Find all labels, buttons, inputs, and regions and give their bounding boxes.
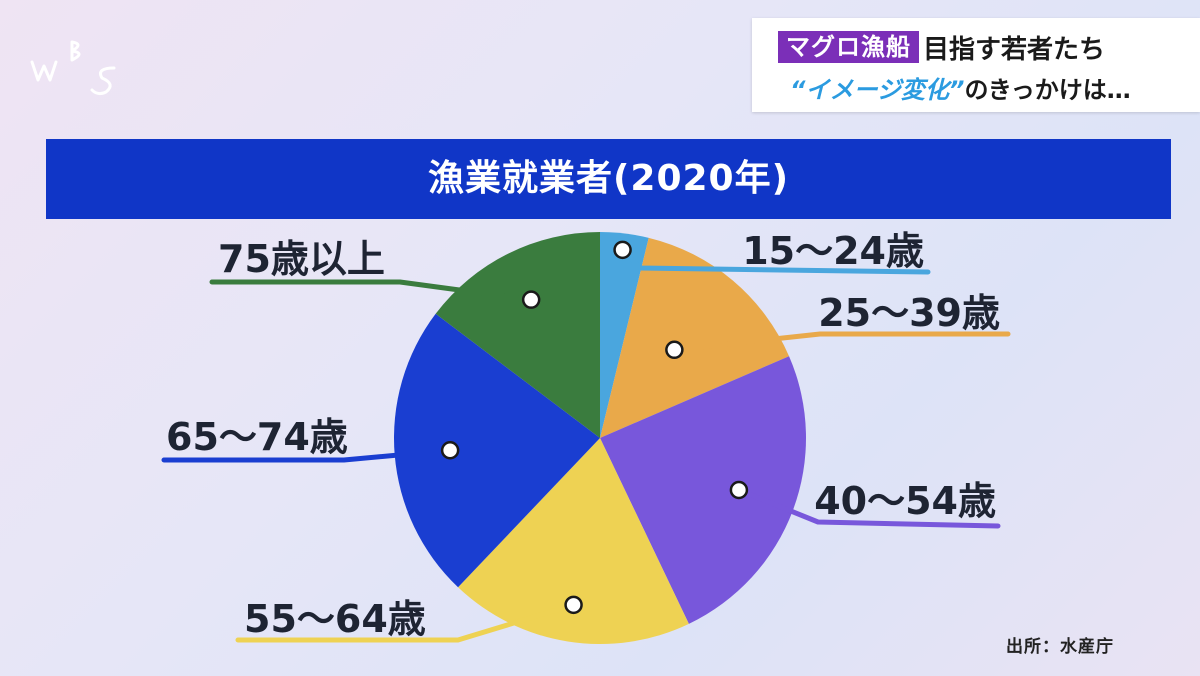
slice-label: 75歳以上: [218, 237, 385, 281]
leader-dot: [521, 290, 541, 309]
leader-line: [209, 279, 534, 303]
headline-box: マグロ漁船 目指す若者たち “イメージ変化”のきっかけは…: [752, 18, 1200, 112]
pie-slice: [393, 313, 600, 588]
slice-label: 25〜39歳: [818, 291, 1000, 335]
wbs-logo: [26, 40, 126, 100]
headline-tag: マグロ漁船: [778, 31, 919, 63]
headline-line2: のきっかけは…: [964, 76, 1131, 104]
slice-label: 55〜64歳: [244, 597, 426, 641]
leader-dot: [564, 595, 583, 615]
leader-line: [671, 331, 1011, 353]
leader-dot: [729, 480, 749, 500]
chart-title: 漁業就業者(2020年): [46, 139, 1171, 219]
leader-line: [161, 447, 453, 463]
pie-slice: [435, 232, 600, 438]
pie-slice: [600, 237, 790, 438]
slice-label: 40〜54歳: [814, 479, 996, 523]
leader-dot: [665, 340, 684, 360]
leader-dot: [440, 441, 460, 460]
headline-line1: 目指す若者たち: [923, 34, 1106, 65]
pie-slice: [600, 356, 806, 624]
slice-label: 65〜74歳: [166, 415, 348, 459]
pie-slice: [458, 438, 689, 644]
leader-line: [736, 487, 1001, 529]
leader-line: [235, 602, 577, 643]
source-note: 出所：水産庁: [1006, 637, 1114, 657]
slice-label: 15〜24歳: [742, 229, 924, 273]
pie-slice: [600, 232, 649, 438]
leader-dot: [613, 240, 632, 260]
headline-quote: “イメージ変化”: [790, 76, 965, 104]
